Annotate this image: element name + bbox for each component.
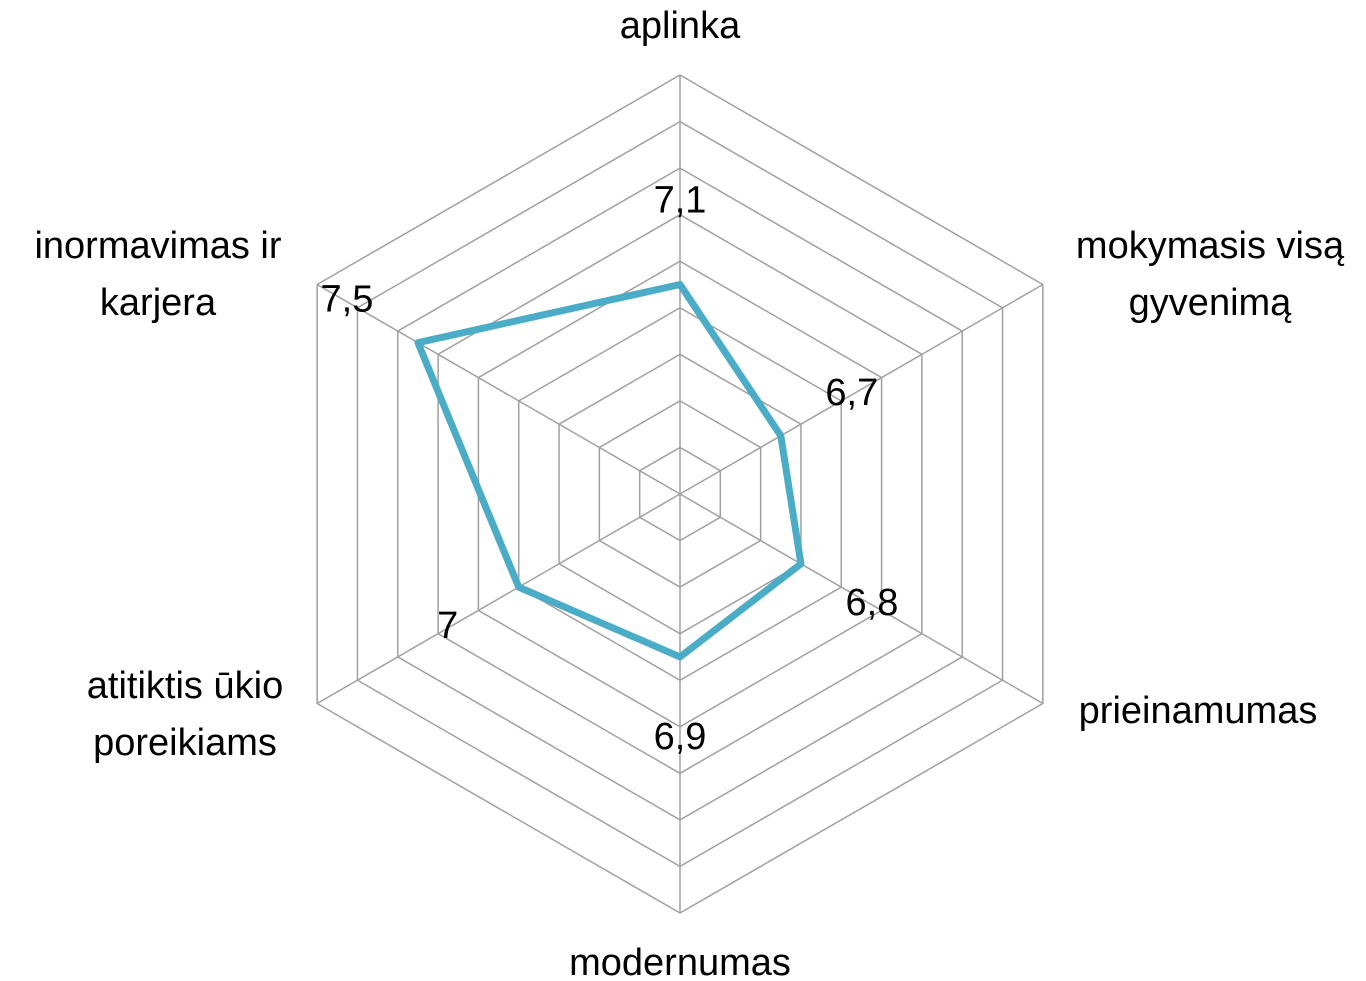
category-label-line: gyvenimą	[1129, 282, 1292, 324]
axis-spoke	[679, 283, 1044, 495]
category-label: modernumas	[569, 942, 791, 981]
category-label-line: aplinka	[620, 5, 741, 47]
axis-spoke	[679, 493, 1044, 705]
data-label: 7,5	[321, 279, 374, 321]
category-label: aplinka	[620, 5, 741, 47]
data-label: 7,1	[654, 180, 707, 222]
category-label: prieinamumas	[1079, 690, 1318, 732]
category-label-line: poreikiams	[93, 722, 277, 764]
category-label-line: mokymasis visą	[1076, 225, 1345, 267]
category-label-line: inormavimas ir	[34, 225, 281, 267]
category-label-line: modernumas	[569, 942, 791, 981]
category-label: atitiktis ūkio poreikiams	[87, 665, 283, 764]
category-label: inormavimas ir karjera	[34, 225, 281, 324]
category-label-line: prieinamumas	[1079, 690, 1318, 732]
category-label-line: karjera	[100, 282, 217, 324]
series-line	[414, 281, 805, 661]
data-label: 6,8	[846, 582, 899, 624]
category-label-line: atitiktis ūkio	[87, 665, 283, 707]
axis-spoke	[316, 283, 681, 495]
data-label: 6,9	[654, 716, 707, 758]
data-label: 7	[437, 605, 458, 647]
category-label: mokymasis visą gyvenimą	[1076, 225, 1345, 324]
axis-spoke	[316, 493, 681, 705]
data-label: 6,7	[825, 372, 878, 414]
